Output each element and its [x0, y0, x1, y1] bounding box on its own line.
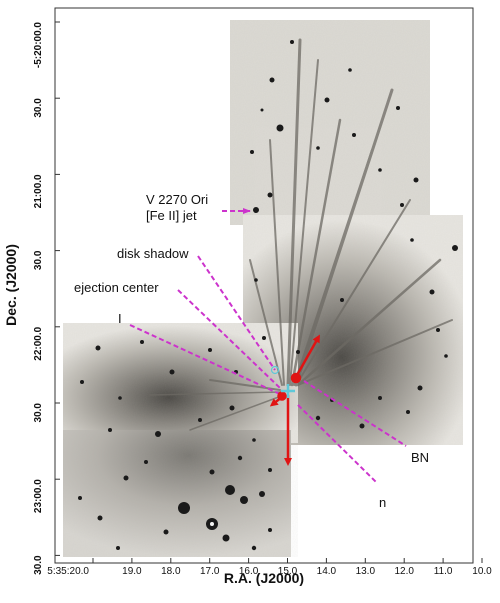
disk-shadow-marker: [270, 365, 280, 375]
x-tick-label: 13.0: [356, 566, 376, 577]
y-tick-label: 30.0: [33, 403, 44, 423]
x-tick-label: 18.0: [161, 566, 181, 577]
x-tick-label: 12.0: [394, 566, 414, 577]
label-v2270-line2: [Fe II] jet: [146, 208, 197, 223]
label-ejection-center: ejection center: [74, 280, 159, 295]
label-source-i: I: [118, 311, 122, 326]
n-line: [297, 404, 377, 483]
y-tick-label: 22:00.0: [33, 326, 44, 360]
y-tick-label: 23:00.0: [33, 479, 44, 513]
x-tick-label: 10.0: [472, 566, 492, 577]
label-n: n: [379, 495, 386, 510]
label-disk-shadow: disk shadow: [117, 246, 189, 261]
proper-motion-arrows: [269, 334, 320, 466]
x-tick-label: 16.0: [239, 566, 259, 577]
y-tick-label: 21:00.0: [33, 174, 44, 208]
label-v2270-line1: V 2270 Ori: [146, 192, 208, 207]
x-tick-label: 17.0: [200, 566, 220, 577]
ejection-center-cross: [281, 384, 295, 398]
annotation-lines: [129, 208, 407, 483]
bn-source-dot: [290, 372, 302, 384]
x-axis-title: R.A. (J2000): [224, 570, 304, 586]
y-tick-label: 30.0: [33, 98, 44, 118]
outflow-fingers: [149, 38, 453, 431]
trapezium-star-highlight: [210, 522, 214, 526]
y-tick-label: -5:20:00.0: [33, 22, 44, 69]
y-tick-labels: -5:20:00.0 30.0 21:00.0 30.0 22:00.0 30.0 23:0…: [33, 22, 44, 575]
y-tick-label: 30.0: [33, 250, 44, 270]
bn-motion-arrow: [294, 334, 320, 378]
tick-marks: [55, 21, 483, 563]
y-tick-label: 30.0: [33, 555, 44, 575]
disk-shadow-line: [197, 255, 276, 371]
x-tick-label: 5:35:20.0: [47, 566, 89, 577]
x-tick-label: 14.0: [317, 566, 337, 577]
bn-line: [303, 380, 407, 447]
y-axis-title: Dec. (J2000): [3, 244, 19, 326]
source-i-line: [129, 324, 283, 396]
i-source-dot: [277, 391, 287, 401]
x-tick-labels: 5:35:20.0 19.0 18.0 17.0 16.0 15.0 14.0 13.0 12.…: [47, 566, 492, 577]
x-tick-label: 11.0: [434, 566, 453, 577]
stars: [78, 40, 458, 551]
x-tick-label: 19.0: [122, 566, 142, 577]
x-tick-label: 15.0: [278, 566, 298, 577]
label-bn: BN: [411, 450, 429, 465]
